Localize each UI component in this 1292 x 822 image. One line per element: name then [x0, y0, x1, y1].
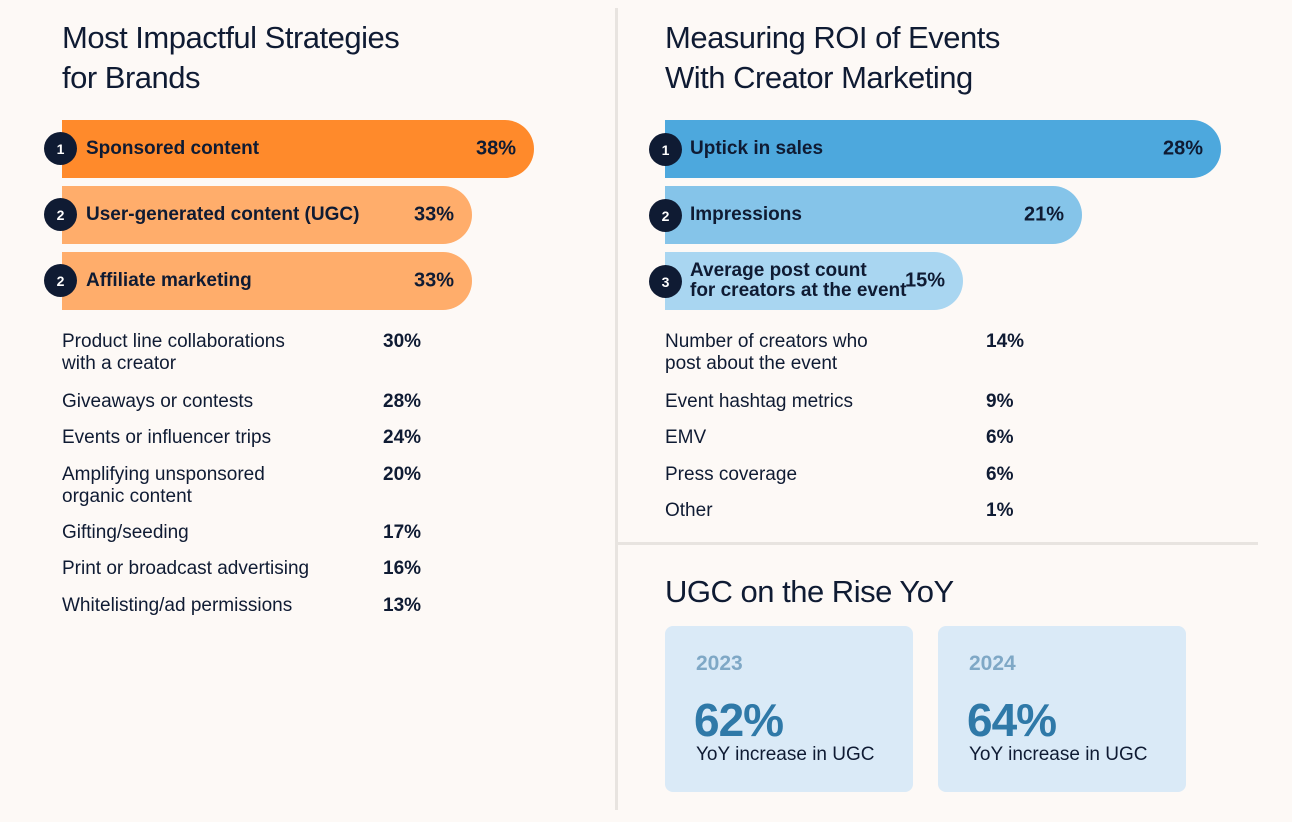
- list-item: Gifting/seeding 17%: [62, 522, 462, 558]
- list-value: 20%: [383, 464, 422, 485]
- list-item: Event hashtag metrics 9%: [665, 391, 1065, 427]
- list-item: Other 1%: [665, 500, 1065, 536]
- ugc-card-2024: 2024 64% YoY increase in UGC: [938, 626, 1186, 792]
- bar-value: 38%: [475, 137, 516, 160]
- bar-label: Average post count for creators at the e…: [690, 261, 906, 301]
- card-year: 2023: [696, 652, 743, 675]
- horizontal-divider: [618, 542, 1258, 545]
- bar-label: Impressions: [690, 204, 802, 225]
- roi-title-line: With Creator Marketing: [665, 60, 973, 95]
- bar-impressions: Impressions 21%: [665, 186, 1082, 244]
- list-item: Amplifying unsponsored organic content 2…: [62, 464, 462, 522]
- strategies-title-line: for Brands: [62, 60, 201, 95]
- vertical-divider: [615, 8, 618, 810]
- list-label: Press coverage: [665, 464, 1065, 486]
- list-label-line: Other: [665, 500, 713, 521]
- card-percent: 62%: [694, 694, 784, 746]
- list-label-line: with a creator: [62, 353, 177, 374]
- list-value: 9%: [986, 391, 1014, 412]
- list-label-line: Amplifying unsponsored: [62, 464, 265, 485]
- list-value: 6%: [986, 427, 1014, 448]
- card-caption: YoY increase in UGC: [696, 744, 875, 765]
- list-value: 14%: [986, 331, 1025, 352]
- bar-label: Uptick in sales: [690, 138, 824, 159]
- card-year: 2024: [969, 652, 1016, 675]
- ugc-title: UGC on the Rise YoY: [665, 574, 954, 609]
- bar-label: User-generated content (UGC): [86, 204, 360, 225]
- ugc-card-2023: 2023 62% YoY increase in UGC: [665, 626, 913, 792]
- list-label: Events or influencer trips: [62, 427, 462, 449]
- strategies-title: Most Impactful Strategies for Brands: [62, 18, 400, 98]
- card-caption: YoY increase in UGC: [969, 744, 1148, 765]
- list-value: 30%: [383, 331, 422, 352]
- bar-value: 33%: [413, 203, 454, 226]
- list-item: Whitelisting/ad permissions 13%: [62, 595, 462, 631]
- card-percent: 64%: [967, 694, 1057, 746]
- list-value: 6%: [986, 464, 1014, 485]
- bar-value: 15%: [904, 269, 945, 292]
- list-item: Product line collaborations with a creat…: [62, 331, 462, 391]
- list-label-line: Product line collaborations: [62, 331, 285, 352]
- list-label-line: Event hashtag metrics: [665, 391, 853, 412]
- rank-badge: 2: [649, 199, 682, 232]
- bar-label-line: for creators at the event: [690, 280, 907, 301]
- list-value: 17%: [383, 522, 422, 543]
- list-item: Press coverage 6%: [665, 464, 1065, 500]
- bar-value: 28%: [1162, 137, 1203, 160]
- list-item: EMV 6%: [665, 427, 1065, 464]
- list-label: Number of creators who post about the ev…: [665, 331, 1065, 375]
- list-label-line: Giveaways or contests: [62, 391, 254, 412]
- list-value: 13%: [383, 595, 422, 616]
- roi-panel: Measuring ROI of Events With Creator Mar…: [618, 0, 1292, 822]
- list-label-line: Print or broadcast advertising: [62, 558, 310, 579]
- list-label: EMV: [665, 427, 1065, 449]
- list-label: Print or broadcast advertising: [62, 558, 462, 580]
- strategies-list: Product line collaborations with a creat…: [62, 331, 462, 631]
- rank-badge: 2: [44, 264, 77, 297]
- bar-average-post-count: Average post count for creators at the e…: [665, 252, 963, 310]
- list-label: Other: [665, 500, 1065, 522]
- list-label: Product line collaborations with a creat…: [62, 331, 462, 375]
- list-item: Print or broadcast advertising 16%: [62, 558, 462, 595]
- strategies-title-line: Most Impactful Strategies: [62, 20, 400, 55]
- list-label-line: EMV: [665, 427, 707, 448]
- bar-affiliate-marketing: Affiliate marketing 33%: [62, 252, 472, 310]
- bar-label: Sponsored content: [86, 138, 260, 159]
- list-label-line: post about the event: [665, 353, 838, 374]
- list-label-line: Whitelisting/ad permissions: [62, 595, 293, 616]
- list-label: Amplifying unsponsored organic content: [62, 464, 462, 508]
- rank-badge: 1: [44, 132, 77, 165]
- bar-value: 33%: [413, 269, 454, 292]
- list-label-line: Events or influencer trips: [62, 427, 272, 448]
- roi-list: Number of creators who post about the ev…: [665, 331, 1065, 536]
- list-value: 24%: [383, 427, 422, 448]
- bar-uptick-in-sales: Uptick in sales 28%: [665, 120, 1221, 178]
- bar-user-generated-content: User-generated content (UGC) 33%: [62, 186, 472, 244]
- list-label-line: Number of creators who: [665, 331, 868, 352]
- rank-badge: 3: [649, 265, 682, 298]
- bar-label-line: Average post count: [690, 260, 867, 281]
- list-label: Giveaways or contests: [62, 391, 462, 413]
- list-item: Giveaways or contests 28%: [62, 391, 462, 427]
- list-label: Whitelisting/ad permissions: [62, 595, 462, 617]
- list-label: Gifting/seeding: [62, 522, 462, 544]
- list-label-line: Gifting/seeding: [62, 522, 189, 543]
- rank-badge: 1: [649, 133, 682, 166]
- list-label-line: organic content: [62, 486, 192, 507]
- roi-title-line: Measuring ROI of Events: [665, 20, 1000, 55]
- list-value: 28%: [383, 391, 422, 412]
- list-value: 1%: [986, 500, 1014, 521]
- rank-badge: 2: [44, 198, 77, 231]
- strategies-panel: Most Impactful Strategies for Brands Spo…: [0, 0, 615, 822]
- list-label: Event hashtag metrics: [665, 391, 1065, 413]
- list-value: 16%: [383, 558, 422, 579]
- bar-value: 21%: [1023, 203, 1064, 226]
- roi-title: Measuring ROI of Events With Creator Mar…: [665, 18, 1000, 98]
- list-item: Number of creators who post about the ev…: [665, 331, 1065, 391]
- list-item: Events or influencer trips 24%: [62, 427, 462, 464]
- list-label-line: Press coverage: [665, 464, 798, 485]
- bar-label: Affiliate marketing: [86, 270, 252, 291]
- bar-sponsored-content: Sponsored content 38%: [62, 120, 534, 178]
